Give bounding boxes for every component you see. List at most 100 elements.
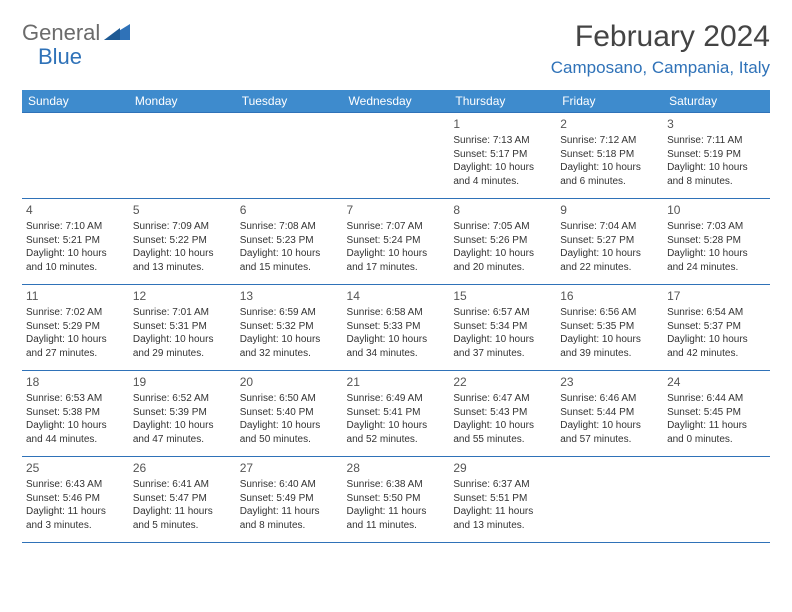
daylight-text: Daylight: 11 hours <box>240 505 339 519</box>
sunset-text: Sunset: 5:50 PM <box>347 492 446 506</box>
month-title: February 2024 <box>551 20 770 54</box>
sunset-text: Sunset: 5:17 PM <box>453 148 552 162</box>
sunrise-text: Sunrise: 7:13 AM <box>453 134 552 148</box>
calendar-cell <box>343 113 450 199</box>
sunset-text: Sunset: 5:39 PM <box>133 406 232 420</box>
daylight-text: Daylight: 11 hours <box>453 505 552 519</box>
daylight-text: and 34 minutes. <box>347 347 446 361</box>
daylight-text: Daylight: 10 hours <box>560 247 659 261</box>
daylight-text: Daylight: 10 hours <box>453 161 552 175</box>
day-header: Saturday <box>663 90 770 113</box>
daylight-text: Daylight: 11 hours <box>133 505 232 519</box>
daylight-text: Daylight: 10 hours <box>240 419 339 433</box>
sunrise-text: Sunrise: 7:09 AM <box>133 220 232 234</box>
sunset-text: Sunset: 5:32 PM <box>240 320 339 334</box>
calendar-header-row: Sunday Monday Tuesday Wednesday Thursday… <box>22 90 770 113</box>
sunrise-text: Sunrise: 6:59 AM <box>240 306 339 320</box>
daylight-text: and 50 minutes. <box>240 433 339 447</box>
calendar-cell <box>556 457 663 543</box>
sunset-text: Sunset: 5:51 PM <box>453 492 552 506</box>
sunrise-text: Sunrise: 7:05 AM <box>453 220 552 234</box>
calendar-cell: 27Sunrise: 6:40 AMSunset: 5:49 PMDayligh… <box>236 457 343 543</box>
daylight-text: Daylight: 10 hours <box>560 161 659 175</box>
daylight-text: and 37 minutes. <box>453 347 552 361</box>
sunrise-text: Sunrise: 6:41 AM <box>133 478 232 492</box>
day-number: 3 <box>667 116 766 132</box>
calendar-row: 4Sunrise: 7:10 AMSunset: 5:21 PMDaylight… <box>22 199 770 285</box>
daylight-text: and 39 minutes. <box>560 347 659 361</box>
calendar-cell: 9Sunrise: 7:04 AMSunset: 5:27 PMDaylight… <box>556 199 663 285</box>
day-number: 23 <box>560 374 659 390</box>
daylight-text: Daylight: 10 hours <box>347 333 446 347</box>
calendar-cell: 29 Sunrise: 6:37 AMSunset: 5:51 PMDayligh… <box>449 457 556 543</box>
daylight-text: and 15 minutes. <box>240 261 339 275</box>
day-header: Sunday <box>22 90 129 113</box>
calendar-cell: 5Sunrise: 7:09 AMSunset: 5:22 PMDaylight… <box>129 199 236 285</box>
day-number: 22 <box>453 374 552 390</box>
daylight-text: Daylight: 10 hours <box>240 333 339 347</box>
sunset-text: Sunset: 5:34 PM <box>453 320 552 334</box>
logo: General <box>22 20 132 46</box>
day-number: 15 <box>453 288 552 304</box>
sunrise-text: Sunrise: 6:52 AM <box>133 392 232 406</box>
daylight-text: and 10 minutes. <box>26 261 125 275</box>
daylight-text: and 8 minutes. <box>667 175 766 189</box>
day-header: Friday <box>556 90 663 113</box>
sunset-text: Sunset: 5:29 PM <box>26 320 125 334</box>
sunset-text: Sunset: 5:22 PM <box>133 234 232 248</box>
day-number: 14 <box>347 288 446 304</box>
day-number: 29 <box>453 460 552 476</box>
calendar-cell: 1Sunrise: 7:13 AMSunset: 5:17 PMDaylight… <box>449 113 556 199</box>
sunset-text: Sunset: 5:44 PM <box>560 406 659 420</box>
sunset-text: Sunset: 5:43 PM <box>453 406 552 420</box>
calendar-cell: 4Sunrise: 7:10 AMSunset: 5:21 PMDaylight… <box>22 199 129 285</box>
logo-blue-text: Blue <box>38 44 82 70</box>
day-number: 25 <box>26 460 125 476</box>
sunrise-text: Sunrise: 7:07 AM <box>347 220 446 234</box>
daylight-text: Daylight: 10 hours <box>26 419 125 433</box>
sunrise-text: Sunrise: 6:47 AM <box>453 392 552 406</box>
calendar-cell: 7Sunrise: 7:07 AMSunset: 5:24 PMDaylight… <box>343 199 450 285</box>
sunset-text: Sunset: 5:38 PM <box>26 406 125 420</box>
sunset-text: Sunset: 5:23 PM <box>240 234 339 248</box>
day-number: 19 <box>133 374 232 390</box>
daylight-text: and 42 minutes. <box>667 347 766 361</box>
calendar-cell: 12Sunrise: 7:01 AMSunset: 5:31 PMDayligh… <box>129 285 236 371</box>
location-text: Camposano, Campania, Italy <box>551 58 770 78</box>
daylight-text: Daylight: 10 hours <box>667 333 766 347</box>
sunset-text: Sunset: 5:47 PM <box>133 492 232 506</box>
calendar-cell <box>22 113 129 199</box>
daylight-text: and 27 minutes. <box>26 347 125 361</box>
day-number: 21 <box>347 374 446 390</box>
sunrise-text: Sunrise: 7:01 AM <box>133 306 232 320</box>
calendar-cell: 25Sunrise: 6:43 AMSunset: 5:46 PMDayligh… <box>22 457 129 543</box>
daylight-text: Daylight: 11 hours <box>667 419 766 433</box>
calendar-cell: 26Sunrise: 6:41 AMSunset: 5:47 PMDayligh… <box>129 457 236 543</box>
sunrise-text: Sunrise: 6:58 AM <box>347 306 446 320</box>
sunrise-text: Sunrise: 6:50 AM <box>240 392 339 406</box>
calendar-cell: 23Sunrise: 6:46 AMSunset: 5:44 PMDayligh… <box>556 371 663 457</box>
sunrise-text: Sunrise: 6:37 AM <box>453 478 552 492</box>
daylight-text: Daylight: 11 hours <box>26 505 125 519</box>
daylight-text: and 57 minutes. <box>560 433 659 447</box>
calendar-cell: 11Sunrise: 7:02 AMSunset: 5:29 PMDayligh… <box>22 285 129 371</box>
day-number: 5 <box>133 202 232 218</box>
daylight-text: and 4 minutes. <box>453 175 552 189</box>
calendar-cell <box>663 457 770 543</box>
header: General February 2024 Camposano, Campani… <box>22 20 770 78</box>
sunset-text: Sunset: 5:24 PM <box>347 234 446 248</box>
daylight-text: and 52 minutes. <box>347 433 446 447</box>
daylight-text: Daylight: 11 hours <box>347 505 446 519</box>
day-number: 16 <box>560 288 659 304</box>
sunset-text: Sunset: 5:37 PM <box>667 320 766 334</box>
daylight-text: Daylight: 10 hours <box>26 333 125 347</box>
sunset-text: Sunset: 5:40 PM <box>240 406 339 420</box>
daylight-text: and 13 minutes. <box>133 261 232 275</box>
day-number: 13 <box>240 288 339 304</box>
daylight-text: and 47 minutes. <box>133 433 232 447</box>
daylight-text: and 5 minutes. <box>133 519 232 533</box>
calendar-cell <box>129 113 236 199</box>
day-number: 4 <box>26 202 125 218</box>
calendar-row: 1Sunrise: 7:13 AMSunset: 5:17 PMDaylight… <box>22 113 770 199</box>
sunset-text: Sunset: 5:31 PM <box>133 320 232 334</box>
